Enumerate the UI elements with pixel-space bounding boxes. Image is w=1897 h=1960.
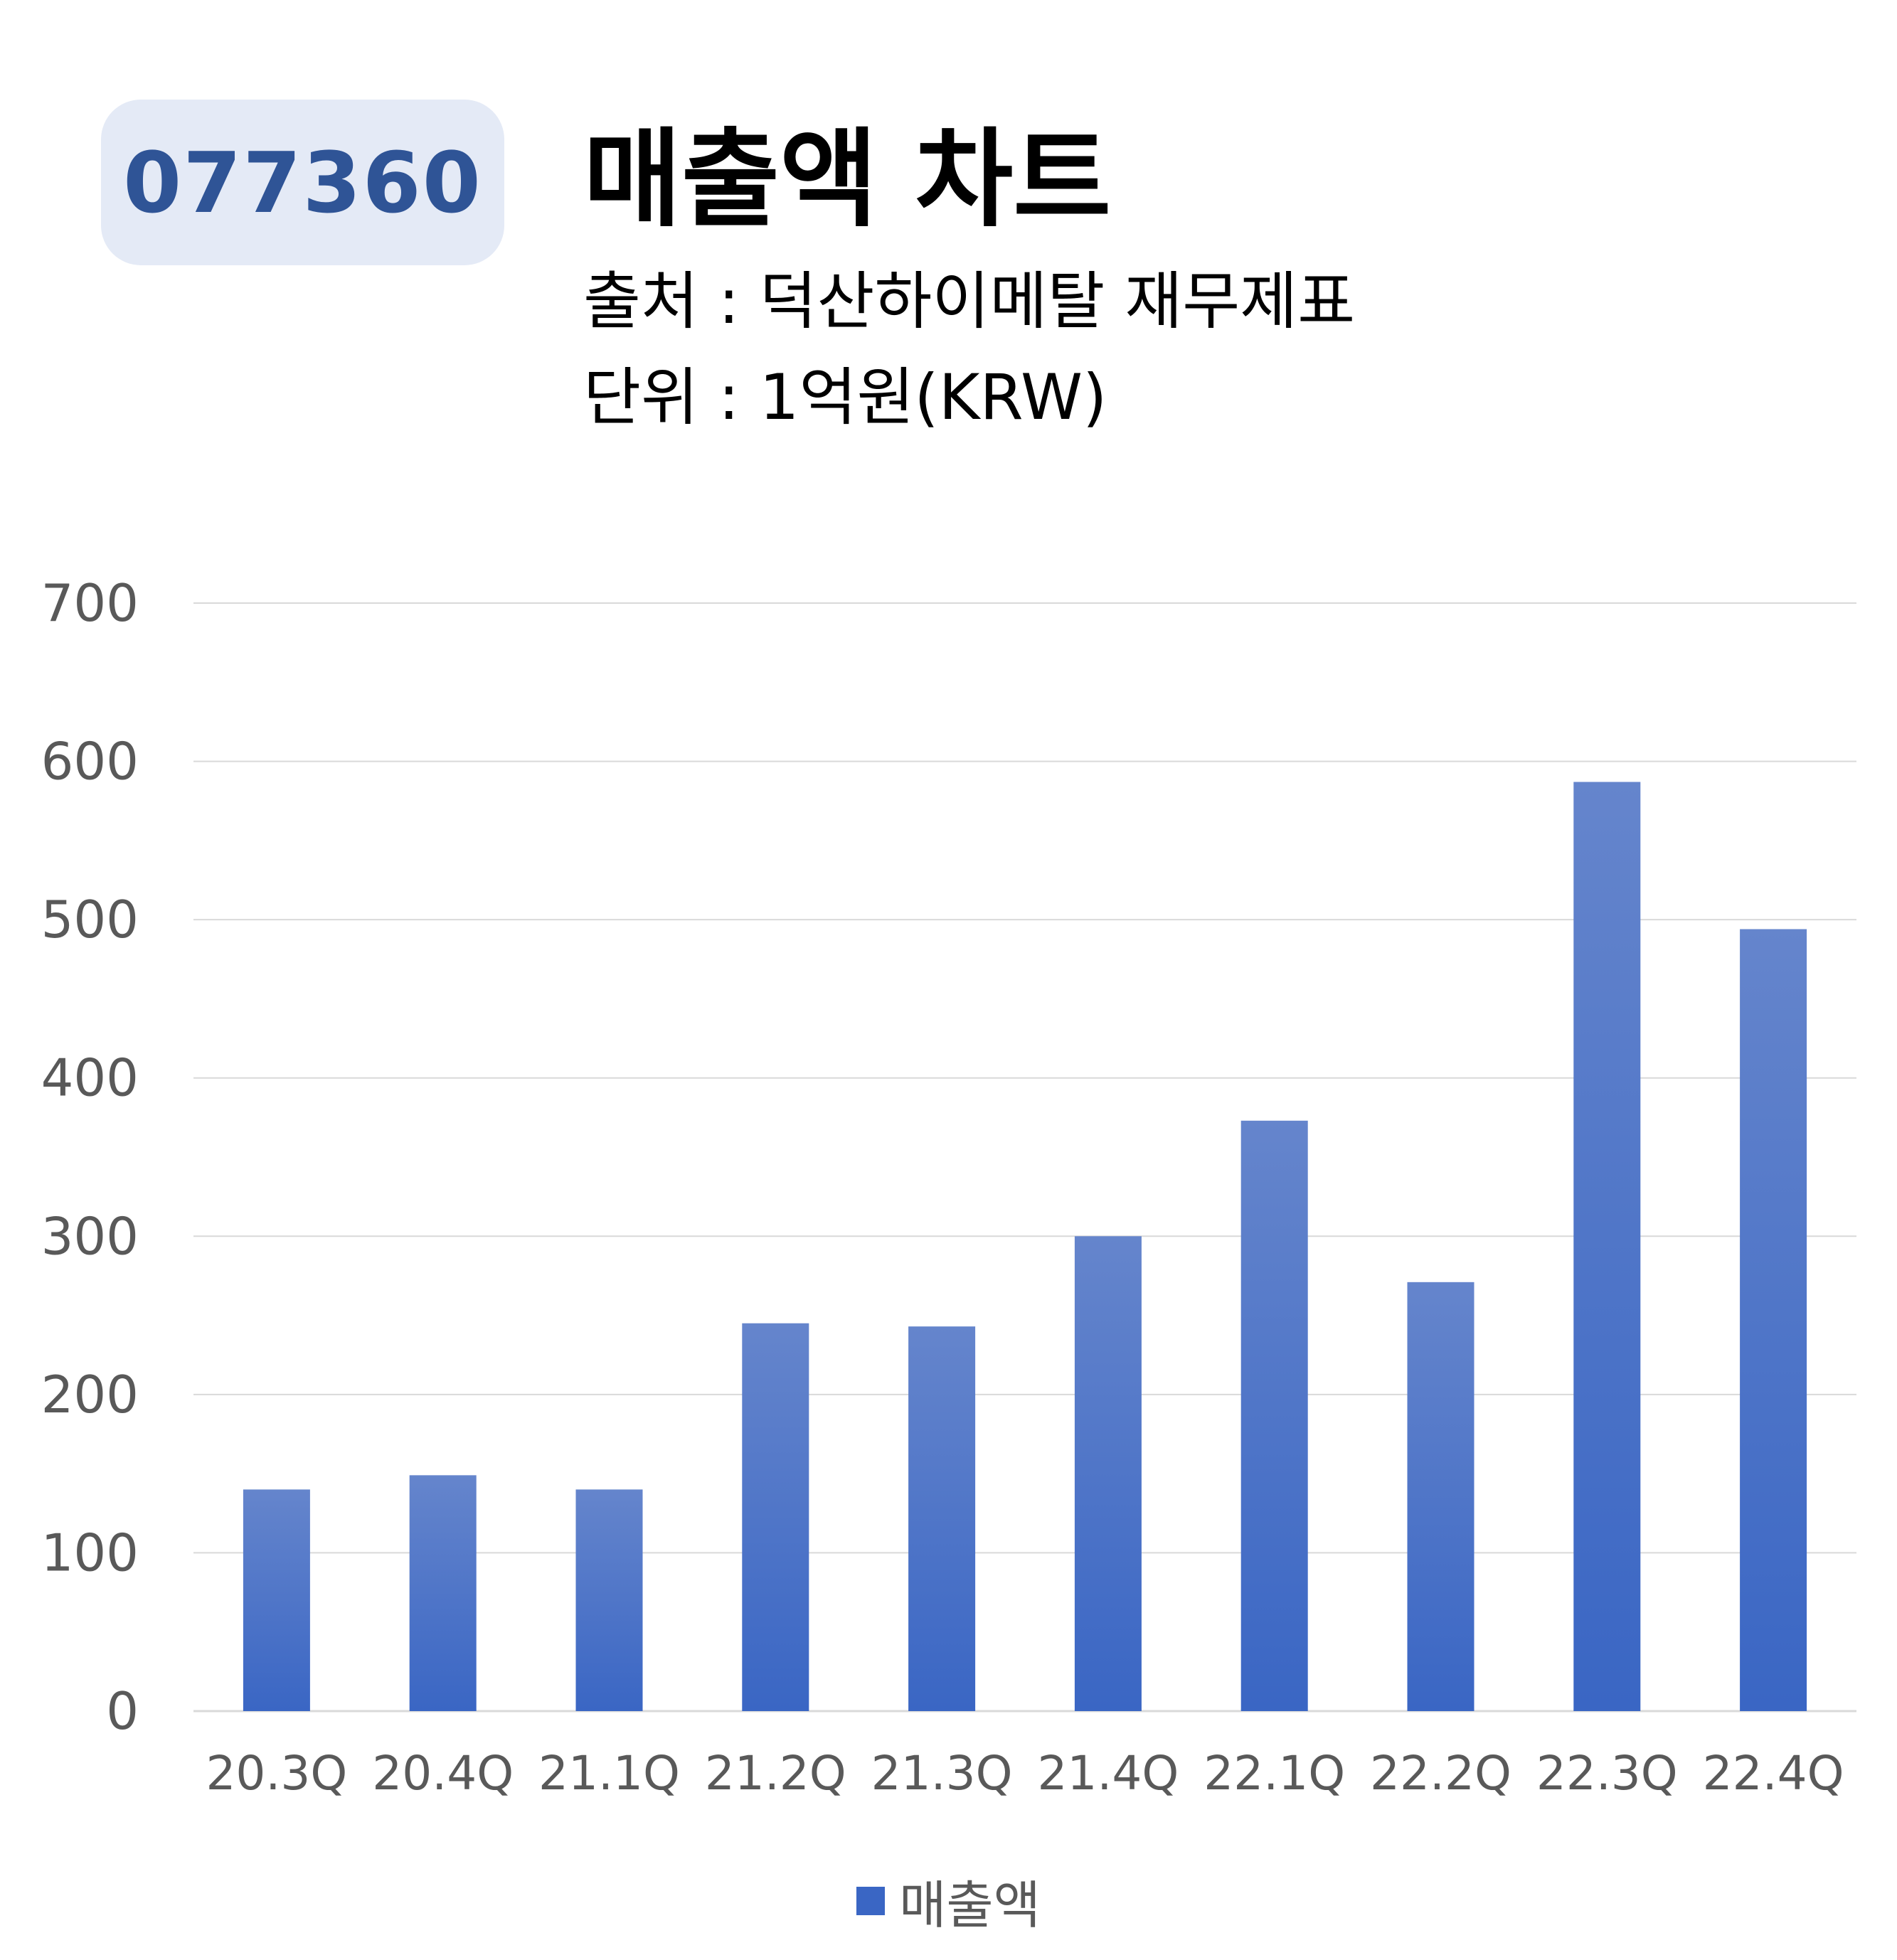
bars <box>243 782 1807 1711</box>
bar-22.3Q <box>1573 782 1641 1711</box>
x-tick-label: 22.2Q <box>1370 1746 1511 1801</box>
y-tick-label: 0 <box>106 1681 139 1741</box>
bar-20.3Q <box>243 1489 310 1711</box>
x-tick-label: 21.3Q <box>871 1746 1013 1801</box>
bar-21.4Q <box>1074 1236 1142 1711</box>
source-text: 출처 : 덕산하이메탈 재무제표 <box>583 265 1356 338</box>
x-tick-label: 21.2Q <box>705 1746 846 1801</box>
chart-title: 매출액 차트 <box>583 118 1112 242</box>
y-tick-label: 600 <box>41 732 139 792</box>
legend-label: 매출액 <box>899 1875 1041 1935</box>
bar-21.3Q <box>908 1326 976 1711</box>
y-tick-label: 700 <box>41 573 139 633</box>
bar-22.1Q <box>1240 1120 1308 1711</box>
legend: 매출액 <box>0 1863 1897 1938</box>
x-tick-label: 21.1Q <box>538 1746 680 1801</box>
y-tick-label: 100 <box>41 1523 139 1582</box>
bar-21.1Q <box>575 1489 643 1711</box>
x-tick-label: 22.3Q <box>1536 1746 1678 1801</box>
x-tick-label: 20.3Q <box>206 1746 347 1801</box>
bar-chart: 0 100 200 300 400 500 600 700 20.3Q 20.4Q 21.1Q 21… <box>41 573 1856 1801</box>
bar-21.2Q <box>742 1323 809 1711</box>
ticker-badge: 077360 <box>101 100 504 265</box>
x-axis-ticks: 20.3Q 20.4Q 21.1Q 21.2Q 21.3Q 21.4Q 22.1Q 22.2Q… <box>206 1746 1844 1801</box>
x-tick-label: 22.4Q <box>1703 1746 1844 1801</box>
legend-swatch <box>856 1886 886 1915</box>
bar-20.4Q <box>409 1475 477 1711</box>
y-tick-label: 500 <box>41 890 139 949</box>
y-tick-label: 300 <box>41 1206 139 1266</box>
y-axis-ticks: 0 100 200 300 400 500 600 700 <box>41 573 139 1741</box>
x-tick-label: 22.1Q <box>1203 1746 1345 1801</box>
grid-lines <box>193 602 1856 1713</box>
bar-22.4Q <box>1740 929 1807 1711</box>
y-tick-label: 400 <box>41 1048 139 1108</box>
unit-text: 단위 : 1억원(KRW) <box>583 361 1107 434</box>
x-tick-label: 20.4Q <box>372 1746 514 1801</box>
y-tick-label: 200 <box>41 1365 139 1424</box>
x-tick-label: 21.4Q <box>1037 1746 1179 1801</box>
ticker-code: 077360 <box>123 133 482 232</box>
bar-22.2Q <box>1407 1282 1474 1711</box>
